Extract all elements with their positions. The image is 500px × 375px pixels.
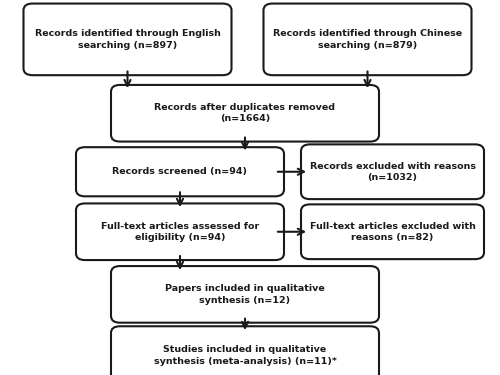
Text: Full-text articles assessed for
eligibility (n=94): Full-text articles assessed for eligibil…	[101, 222, 259, 242]
Text: Records screened (n=94): Records screened (n=94)	[112, 167, 248, 176]
FancyBboxPatch shape	[111, 266, 379, 322]
FancyBboxPatch shape	[24, 4, 232, 75]
Text: Records excluded with reasons
(n=1032): Records excluded with reasons (n=1032)	[310, 162, 476, 182]
Text: Studies included in qualitative
synthesis (meta-analysis) (n=11)*: Studies included in qualitative synthesi…	[154, 345, 336, 366]
Text: Records identified through English
searching (n=897): Records identified through English searc…	[34, 29, 220, 50]
Text: Records after duplicates removed
(n=1664): Records after duplicates removed (n=1664…	[154, 103, 336, 123]
FancyBboxPatch shape	[76, 203, 284, 260]
FancyBboxPatch shape	[76, 147, 284, 196]
Text: Full-text articles excluded with
reasons (n=82): Full-text articles excluded with reasons…	[310, 222, 476, 242]
FancyBboxPatch shape	[301, 204, 484, 259]
Text: Records identified through Chinese
searching (n=879): Records identified through Chinese searc…	[273, 29, 462, 50]
FancyBboxPatch shape	[111, 326, 379, 375]
FancyBboxPatch shape	[301, 144, 484, 199]
FancyBboxPatch shape	[111, 85, 379, 142]
Text: Papers included in qualitative
synthesis (n=12): Papers included in qualitative synthesis…	[165, 284, 325, 304]
FancyBboxPatch shape	[264, 4, 472, 75]
